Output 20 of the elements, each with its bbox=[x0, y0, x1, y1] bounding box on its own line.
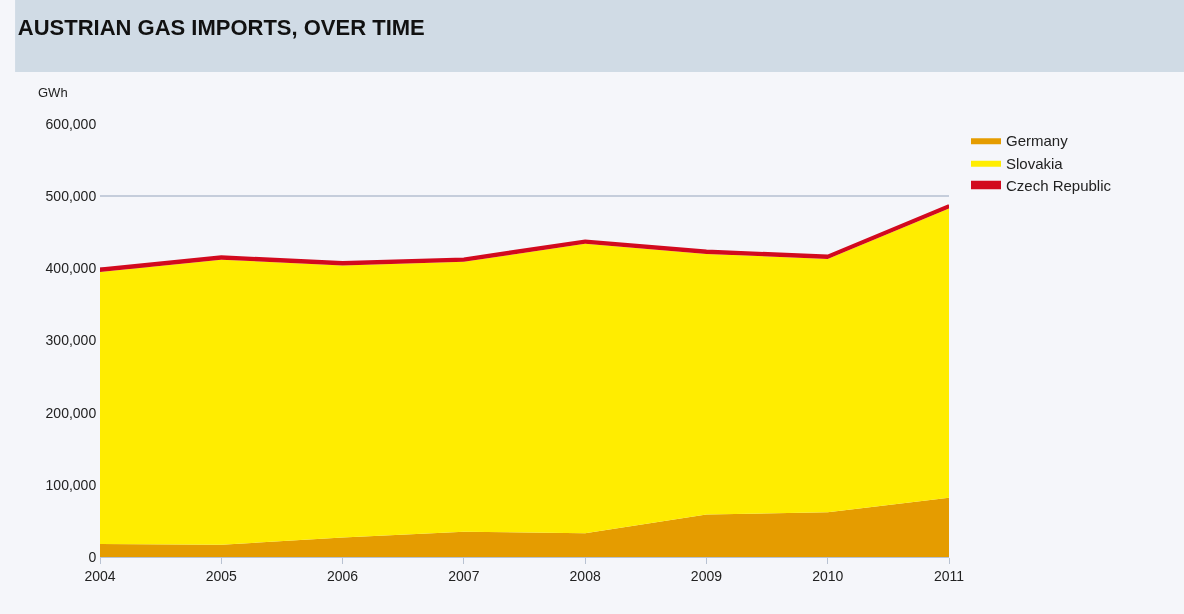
y-tick-label: 600,000 bbox=[45, 115, 97, 132]
y-axis-title: GWh bbox=[38, 85, 68, 100]
y-tick-label: 100,000 bbox=[45, 476, 97, 493]
legend-label: Germany bbox=[1005, 132, 1069, 150]
x-tick-label: 2004 bbox=[84, 567, 116, 584]
y-tick-label: 200,000 bbox=[45, 404, 97, 421]
chart-title: AUSTRIAN GAS IMPORTS, OVER TIME bbox=[17, 15, 425, 41]
x-tick-label: 2006 bbox=[326, 567, 359, 584]
y-tick-label: 500,000 bbox=[45, 188, 97, 205]
y-tick-label: 300,000 bbox=[45, 332, 97, 349]
x-tick-label: 2007 bbox=[448, 567, 480, 584]
y-tick-label: 400,000 bbox=[45, 260, 97, 277]
x-tick-label: 2010 bbox=[812, 567, 844, 584]
legend-label: Czech Republic bbox=[1005, 177, 1112, 195]
y-tick-label: 0 bbox=[88, 548, 97, 565]
x-tick-label: 2009 bbox=[690, 567, 723, 584]
x-tick-label: 2005 bbox=[205, 567, 238, 584]
x-tick-label: 2011 bbox=[933, 567, 965, 584]
x-tick-label: 2008 bbox=[569, 567, 601, 584]
legend-label: Slovakia bbox=[1005, 154, 1064, 172]
